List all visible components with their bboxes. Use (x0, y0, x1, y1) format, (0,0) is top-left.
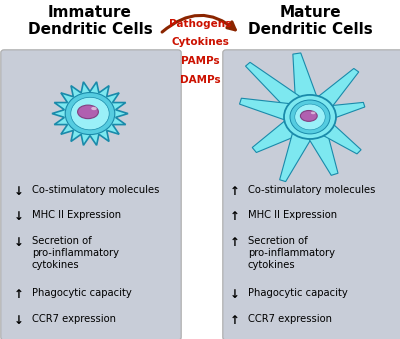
Text: ↓: ↓ (14, 210, 24, 223)
Text: Phagocytic capacity: Phagocytic capacity (248, 288, 348, 298)
FancyBboxPatch shape (1, 50, 181, 339)
Ellipse shape (300, 111, 317, 121)
Ellipse shape (91, 107, 97, 110)
Text: Pathogens: Pathogens (169, 19, 231, 28)
Text: Secretion of
pro-inflammatory
cytokines: Secretion of pro-inflammatory cytokines (248, 236, 335, 271)
Circle shape (290, 100, 330, 134)
Text: Immature
Dendritic Cells: Immature Dendritic Cells (28, 5, 152, 38)
Polygon shape (327, 102, 365, 119)
Text: ↓: ↓ (14, 236, 24, 248)
Text: Co-stimulatory molecules: Co-stimulatory molecules (32, 185, 159, 195)
Polygon shape (293, 53, 318, 102)
Text: MHC II Expression: MHC II Expression (248, 210, 337, 220)
Polygon shape (52, 82, 128, 145)
Polygon shape (246, 62, 303, 111)
Polygon shape (320, 122, 361, 154)
Text: ↑: ↑ (14, 288, 24, 301)
Text: PAMPs: PAMPs (181, 56, 219, 66)
Polygon shape (280, 130, 313, 182)
Text: Mature
Dendritic Cells: Mature Dendritic Cells (248, 5, 372, 38)
Text: Secretion of
pro-inflammatory
cytokines: Secretion of pro-inflammatory cytokines (32, 236, 119, 271)
Text: MHC II Expression: MHC II Expression (32, 210, 121, 220)
Circle shape (65, 93, 115, 135)
Text: Co-stimulatory molecules: Co-stimulatory molecules (248, 185, 375, 195)
Ellipse shape (78, 105, 98, 119)
Text: ↑: ↑ (230, 236, 240, 248)
Ellipse shape (311, 112, 316, 114)
Circle shape (295, 104, 325, 130)
Text: CCR7 expression: CCR7 expression (32, 314, 116, 323)
Text: ↓: ↓ (14, 185, 24, 198)
Polygon shape (307, 130, 338, 175)
Text: Phagocytic capacity: Phagocytic capacity (32, 288, 132, 298)
Circle shape (284, 95, 336, 139)
Text: CCR7 expression: CCR7 expression (248, 314, 332, 323)
Polygon shape (252, 119, 300, 153)
Text: ↓: ↓ (230, 288, 240, 301)
FancyArrowPatch shape (162, 15, 235, 32)
Text: ↑: ↑ (230, 314, 240, 326)
Text: ↑: ↑ (230, 185, 240, 198)
Text: ↑: ↑ (230, 210, 240, 223)
FancyBboxPatch shape (223, 50, 400, 339)
Polygon shape (240, 98, 293, 121)
Text: ↓: ↓ (14, 314, 24, 326)
Text: Cytokines: Cytokines (171, 37, 229, 47)
Text: DAMPs: DAMPs (180, 75, 220, 84)
Circle shape (71, 97, 109, 130)
Polygon shape (316, 68, 359, 109)
